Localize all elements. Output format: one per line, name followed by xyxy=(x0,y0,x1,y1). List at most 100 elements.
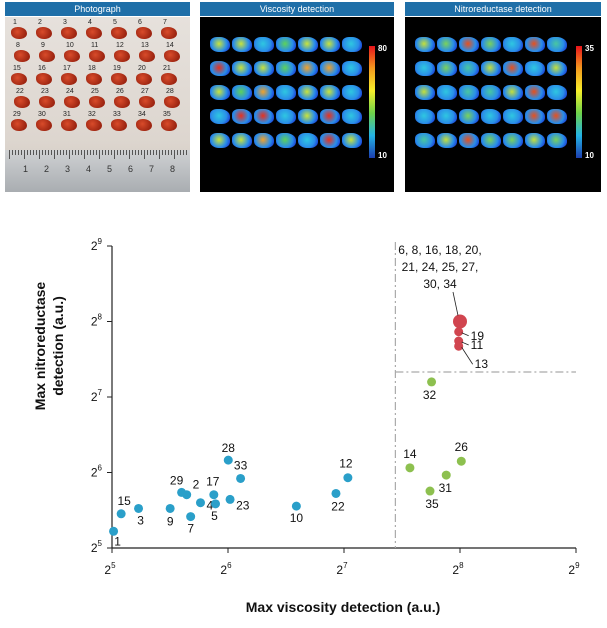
tissue-sample xyxy=(161,119,177,131)
tissue-sample xyxy=(39,50,55,62)
ruler-tick xyxy=(39,150,40,159)
point-label-11: 11 xyxy=(471,338,484,352)
ruler-tick xyxy=(87,150,88,155)
ruler-tick xyxy=(99,150,100,159)
data-point-14 xyxy=(405,463,415,473)
point-label-35: 35 xyxy=(425,497,439,511)
viscosity-sample-signal xyxy=(276,85,296,100)
ruler-tick xyxy=(174,150,175,159)
viscosity-panel: Viscosity detection 80 10 xyxy=(200,2,394,192)
point-label-23: 23 xyxy=(236,498,250,512)
nitroreductase-sample-signal xyxy=(503,37,523,52)
nitroreductase-sample-signal xyxy=(547,85,567,100)
cluster-leader-line xyxy=(452,291,459,316)
nitroreductase-sample-signal xyxy=(415,61,435,76)
ruler-tick xyxy=(165,150,166,155)
tissue-sample xyxy=(111,27,127,39)
nitroreductase-sample-signal xyxy=(525,133,545,148)
data-point-2 xyxy=(182,490,192,500)
tissue-sample xyxy=(86,73,102,85)
ruler-number: 5 xyxy=(107,164,113,174)
viscosity-sample-signal xyxy=(298,37,318,52)
point-label-10: 10 xyxy=(290,511,304,525)
point-label-32: 32 xyxy=(423,388,437,402)
viscosity-image: 80 10 xyxy=(200,17,394,192)
data-point-3 xyxy=(134,503,144,513)
ruler-tick xyxy=(120,150,121,155)
viscosity-sample-signal xyxy=(232,61,252,76)
ruler-tick xyxy=(117,150,118,155)
sample-number: 33 xyxy=(113,111,121,118)
ruler-tick xyxy=(24,150,25,159)
data-point-32 xyxy=(427,377,437,387)
ruler-tick xyxy=(123,150,124,155)
ruler-tick xyxy=(135,150,136,155)
ruler-tick xyxy=(63,150,64,155)
data-point-4 xyxy=(195,498,205,508)
tissue-sample xyxy=(136,27,152,39)
nitroreductase-sample-signal xyxy=(459,85,479,100)
tissue-sample xyxy=(39,96,55,108)
point-label-29: 29 xyxy=(170,473,184,487)
data-point-10 xyxy=(291,501,301,511)
ruler-tick xyxy=(180,150,181,155)
tissue-sample xyxy=(89,96,105,108)
ruler-tick xyxy=(144,150,145,159)
ruler-number: 6 xyxy=(128,164,134,174)
data-point-22 xyxy=(331,488,341,498)
viscosity-sample-signal xyxy=(232,133,252,148)
viscosity-colorbar xyxy=(369,46,375,158)
ruler-number: 2 xyxy=(44,164,50,174)
sample-number: 32 xyxy=(88,111,96,118)
data-point-7 xyxy=(186,512,196,522)
ruler-tick xyxy=(93,150,94,155)
viscosity-colorbar-min: 10 xyxy=(378,151,387,160)
sample-number: 6 xyxy=(138,19,142,26)
tissue-sample xyxy=(61,119,77,131)
viscosity-colorbar-max: 80 xyxy=(378,44,387,53)
point-label-7: 7 xyxy=(187,522,194,536)
data-point-15 xyxy=(116,509,126,519)
data-point-13 xyxy=(454,341,464,351)
point-label-17: 17 xyxy=(206,475,220,489)
sample-number: 1 xyxy=(13,19,17,26)
data-point-19 xyxy=(454,327,464,337)
nitroreductase-title: Nitroreductase detection xyxy=(405,2,601,16)
nitroreductase-sample-signal xyxy=(437,109,457,124)
sample-number: 4 xyxy=(88,19,92,26)
nitroreductase-sample-signal xyxy=(415,109,435,124)
tissue-sample xyxy=(61,73,77,85)
point-label-14: 14 xyxy=(403,447,417,461)
tissue-sample xyxy=(36,73,52,85)
nitroreductase-sample-signal xyxy=(547,61,567,76)
sample-number: 3 xyxy=(63,19,67,26)
ruler-tick xyxy=(69,150,70,159)
x-tick-label: 25 xyxy=(104,561,116,577)
nitroreductase-sample-signal xyxy=(481,37,501,52)
cluster-label: 30, 34 xyxy=(423,277,457,291)
nitroreductase-sample-signal xyxy=(547,133,567,148)
ruler-tick xyxy=(81,150,82,155)
nitroreductase-sample-signal xyxy=(547,109,567,124)
nitroreductase-sample-signal xyxy=(459,61,479,76)
point-label-22: 22 xyxy=(331,499,345,513)
ruler-tick xyxy=(105,150,106,155)
viscosity-sample-signal xyxy=(298,109,318,124)
tissue-sample xyxy=(139,50,155,62)
ruler-tick xyxy=(159,150,160,159)
viscosity-sample-signal xyxy=(254,109,274,124)
nitroreductase-sample-signal xyxy=(481,61,501,76)
sample-number: 31 xyxy=(63,111,71,118)
viscosity-sample-signal xyxy=(232,109,252,124)
point-label-1: 1 xyxy=(114,534,121,548)
ruler-tick xyxy=(45,150,46,155)
nitroreductase-sample-signal xyxy=(437,133,457,148)
tissue-sample xyxy=(61,27,77,39)
point-label-5: 5 xyxy=(211,509,218,523)
ruler-tick xyxy=(21,150,22,155)
